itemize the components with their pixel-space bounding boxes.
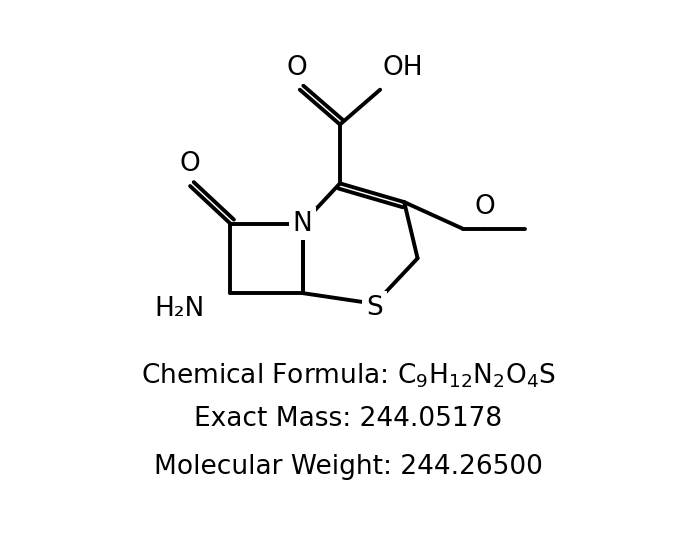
Text: O: O [474, 194, 495, 220]
Text: Chemical Formula: $\mathregular{C_9H_{12}N_2O_4S}$: Chemical Formula: $\mathregular{C_9H_{12… [141, 362, 555, 390]
Text: H₂N: H₂N [155, 296, 205, 322]
Text: S: S [366, 294, 383, 321]
Text: OH: OH [383, 55, 423, 81]
Text: Molecular Weight: 244.26500: Molecular Weight: 244.26500 [154, 454, 542, 480]
Text: N: N [292, 210, 313, 237]
Text: O: O [180, 151, 200, 177]
Text: Exact Mass: 244.05178: Exact Mass: 244.05178 [194, 406, 502, 432]
Text: O: O [287, 55, 308, 81]
